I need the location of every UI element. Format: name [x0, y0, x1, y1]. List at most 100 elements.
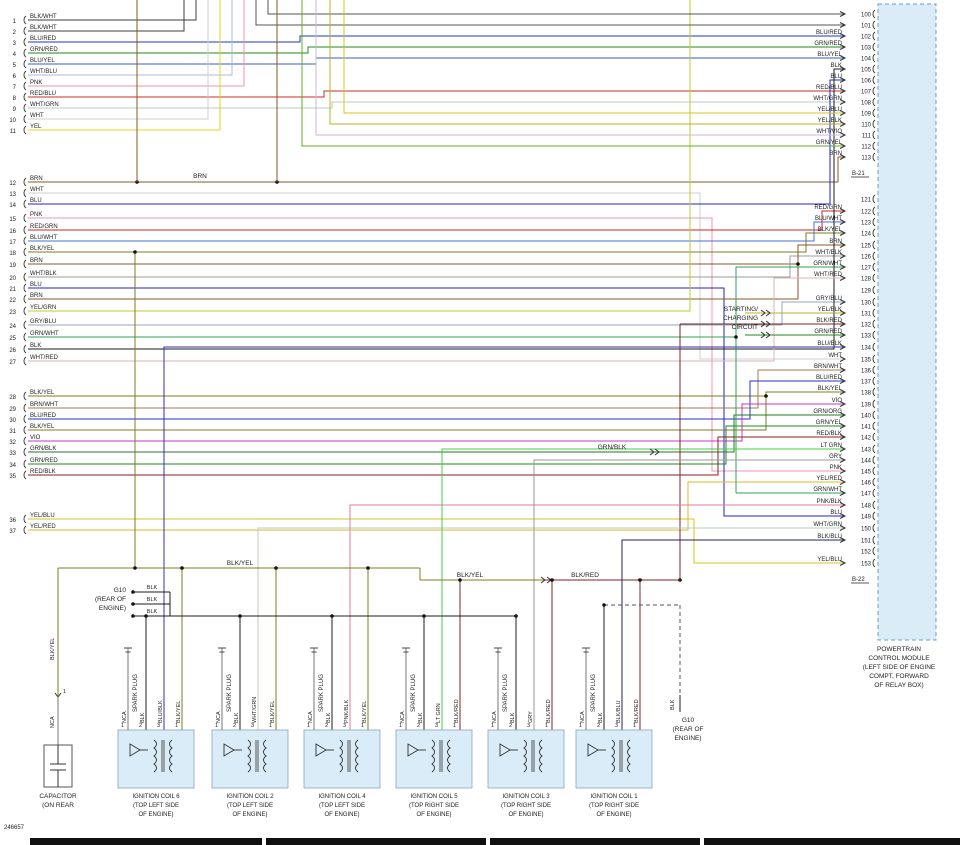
connector-arrow-icon: [839, 423, 847, 429]
junction-dot: [131, 602, 135, 606]
pin-bracket: [872, 511, 876, 521]
wire: [28, 0, 221, 131]
pin-bracket: [872, 251, 876, 261]
coil-name: IGNITION COIL 3: [502, 794, 550, 800]
coil-pin-number: 1: [491, 723, 494, 729]
coil-pin-number: 1: [361, 723, 364, 729]
connector-arrow-icon: [839, 77, 847, 83]
pin-number: 37: [9, 529, 16, 535]
pin-number: 21: [9, 287, 16, 293]
pin-bracket: [23, 294, 27, 304]
pin-number: 129: [861, 289, 872, 295]
igniter-symbol: [223, 743, 235, 757]
wire-label: BRN: [30, 176, 43, 182]
coil-pin-number: 1: [269, 723, 272, 729]
pin-bracket: [872, 523, 876, 533]
wire: [28, 221, 845, 242]
pin-bracket: [23, 272, 27, 282]
junction-dot: [131, 590, 135, 594]
connector-arrow-icon: [839, 219, 847, 225]
pin-number: 111: [862, 134, 872, 140]
wire-label: WHT/RED: [30, 355, 59, 361]
wire-label: BLU: [30, 198, 42, 204]
pin-bracket: [872, 206, 876, 216]
pin-number: 11: [10, 129, 17, 135]
pin-bracket: [872, 387, 876, 397]
connector-arrow-icon: [839, 33, 847, 39]
pin-bracket: [23, 177, 27, 187]
connector-arrow-icon: [839, 401, 847, 407]
wire-label: GRN/RED: [814, 41, 842, 47]
pin-bracket: [23, 425, 27, 435]
wire-label: PNK/BLK: [344, 699, 350, 723]
pin-number: 134: [861, 346, 872, 352]
pin-number: 140: [861, 414, 872, 420]
wire: [28, 0, 185, 32]
coil-winding: [339, 739, 343, 773]
pin-bracket: [23, 470, 27, 480]
wire-label: YEL: [30, 124, 42, 130]
wire-label: BLK: [418, 712, 424, 723]
pin-number: 109: [861, 112, 872, 118]
note-line: CAPACITOR: [39, 793, 77, 800]
coil-name: IGNITION COIL 5: [410, 794, 458, 800]
pin-number: 133: [861, 334, 872, 340]
pin-bracket: [23, 70, 27, 80]
connector-arrow-icon: [839, 230, 847, 236]
wire-label: YEL/BLU: [817, 557, 842, 563]
connector-arrow-icon: [839, 389, 847, 395]
doc-number: 246657: [4, 825, 25, 831]
wire: [28, 232, 845, 253]
bottom-bar: [30, 838, 960, 845]
pin-number: 127: [861, 266, 872, 272]
igniter-symbol: [499, 743, 511, 757]
pin-bracket: [872, 262, 876, 272]
wire-label: GRN/WHT: [813, 487, 842, 493]
pin-number: 145: [861, 470, 872, 476]
wire-label: BLK/YEL: [30, 424, 55, 430]
spark-plug-label: SPARK PLUG: [133, 674, 139, 712]
pin-number: 9: [13, 107, 17, 113]
pin-number: 36: [9, 518, 16, 524]
pin-number: 102: [861, 35, 872, 41]
wire-label: BRN/WHT: [30, 402, 58, 408]
pin-number: 12: [9, 181, 16, 187]
wire-label: WHT: [30, 113, 44, 119]
connector-arrow-icon: [839, 22, 847, 28]
note-line: CIRCUIT: [731, 324, 758, 331]
spark-plug-label: SPARK PLUG: [503, 674, 509, 712]
pin-bracket: [872, 141, 876, 151]
g10-left-label: G10 (REAR OF ENGINE): [84, 586, 126, 613]
wire-label: RED/BLK: [30, 469, 56, 475]
wire-label: BLK/YEL: [362, 701, 368, 723]
wire-label: WHT/BLK: [815, 250, 842, 256]
wire-label: BLK/WHT: [30, 25, 57, 31]
pin-number: 113: [861, 156, 871, 162]
pin-number: 10: [9, 118, 16, 124]
pin-bracket: [23, 48, 27, 58]
wire-label: BLK/BLU: [616, 700, 622, 723]
wire: [267, 0, 845, 15]
coil-pin-number: 3: [157, 723, 160, 729]
junction-dot: [514, 614, 518, 618]
wire: [28, 79, 845, 205]
coil-winding: [523, 739, 527, 773]
wire-label: NCA: [580, 711, 586, 723]
wire-label: BLK: [147, 609, 158, 615]
wire: [28, 90, 845, 98]
junction-dot: [131, 614, 135, 618]
wire-label: PNK: [830, 465, 842, 471]
pin-bracket: [23, 436, 27, 446]
wire-label: LT GRN: [436, 703, 442, 723]
wire-label: BLU: [830, 74, 842, 80]
wire-label: BLU/BLK: [817, 341, 842, 347]
coil-winding: [447, 739, 451, 773]
pin-bracket: [872, 444, 876, 454]
junction-dot: [133, 566, 137, 570]
wire-label: BLK: [670, 699, 676, 710]
junction-dot: [133, 250, 137, 254]
wire: [315, 0, 845, 136]
pin-number: 136: [861, 369, 872, 375]
coil-winding: [539, 739, 543, 773]
wire-label: BLK/YEL: [50, 638, 56, 660]
